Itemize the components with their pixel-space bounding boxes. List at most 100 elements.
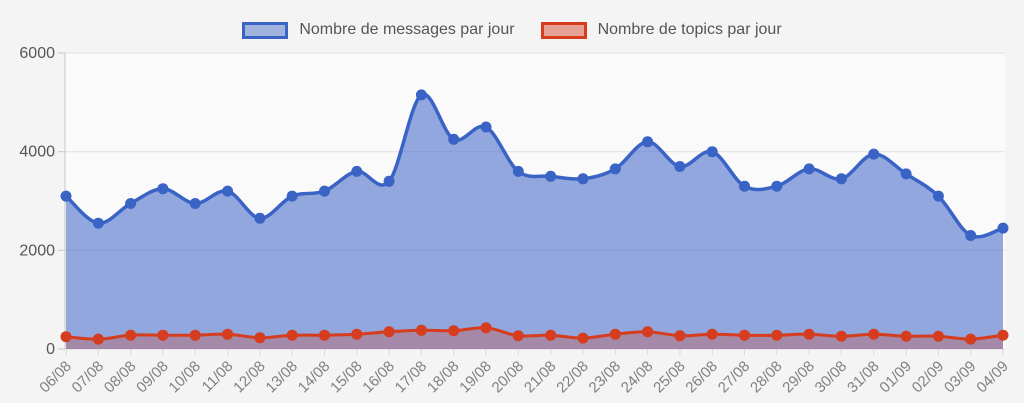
messages-legend-swatch xyxy=(242,21,289,39)
y-axis-label: 2000 xyxy=(19,242,55,259)
messages-point[interactable] xyxy=(932,190,944,202)
topics-point[interactable] xyxy=(125,329,137,341)
topics-point[interactable] xyxy=(932,330,944,342)
messages-point[interactable] xyxy=(415,89,427,101)
topics-point[interactable] xyxy=(254,332,266,344)
messages-point[interactable] xyxy=(125,198,137,209)
legend-item-messages[interactable]: Nombre de messages par jour xyxy=(242,21,515,39)
topics-point[interactable] xyxy=(739,329,750,341)
topics-point[interactable] xyxy=(351,328,363,340)
messages-point[interactable] xyxy=(383,175,395,187)
messages-point[interactable] xyxy=(997,222,1009,234)
messages-point[interactable] xyxy=(739,180,750,192)
x-axis-label: 20/08 xyxy=(489,358,528,397)
x-axis-label: 26/08 xyxy=(682,358,721,397)
messages-point[interactable] xyxy=(545,170,557,182)
topics-point[interactable] xyxy=(480,322,492,334)
topics-point[interactable] xyxy=(512,330,524,342)
messages-point[interactable] xyxy=(480,121,492,133)
x-axis-label: 31/08 xyxy=(844,358,883,397)
x-axis-label: 08/08 xyxy=(101,358,140,397)
x-axis-label: 11/08 xyxy=(199,358,237,396)
topics-point[interactable] xyxy=(92,333,104,345)
messages-point[interactable] xyxy=(642,136,654,148)
topics-point[interactable] xyxy=(609,328,621,340)
x-axis-label: 12/08 xyxy=(230,358,269,397)
topics-point[interactable] xyxy=(415,324,427,336)
messages-point[interactable] xyxy=(835,173,847,185)
messages-point[interactable] xyxy=(351,165,363,177)
messages-point[interactable] xyxy=(189,198,201,209)
x-axis-label: 22/08 xyxy=(553,358,592,397)
topics-point[interactable] xyxy=(900,330,912,342)
y-axis-label: 4000 xyxy=(19,144,55,161)
x-axis-label: 21/08 xyxy=(521,358,560,397)
topics-point[interactable] xyxy=(642,326,654,338)
messages-area xyxy=(66,94,1003,350)
x-axis-label: 14/08 xyxy=(295,358,334,397)
x-axis-label: 19/08 xyxy=(456,358,495,397)
x-axis-label: 27/08 xyxy=(715,358,754,397)
messages-point[interactable] xyxy=(965,230,977,241)
x-axis-label: 13/08 xyxy=(262,358,301,397)
x-axis-label: 10/08 xyxy=(165,358,204,397)
messages-point[interactable] xyxy=(512,165,524,177)
topics-point[interactable] xyxy=(189,329,201,341)
y-axis-label: 0 xyxy=(46,341,55,358)
topics-legend-swatch xyxy=(540,21,587,39)
messages-point[interactable] xyxy=(448,133,460,145)
messages-point[interactable] xyxy=(254,212,266,224)
messages-point[interactable] xyxy=(157,183,169,195)
x-axis-label: 18/08 xyxy=(424,358,463,397)
x-axis-label: 02/09 xyxy=(909,358,948,397)
x-axis-label: 28/08 xyxy=(747,358,786,397)
x-axis-label: 29/08 xyxy=(779,358,818,397)
topics-point[interactable] xyxy=(835,330,847,342)
messages-point[interactable] xyxy=(92,217,104,229)
x-axis-label: 16/08 xyxy=(359,358,398,397)
messages-point[interactable] xyxy=(319,185,330,197)
topics-point[interactable] xyxy=(222,328,234,340)
messages-point[interactable] xyxy=(900,168,912,180)
topics-point[interactable] xyxy=(545,329,557,341)
y-axis-label: 6000 xyxy=(19,45,55,62)
topics-point[interactable] xyxy=(771,329,783,341)
messages-point[interactable] xyxy=(771,180,783,192)
topics-area xyxy=(66,327,1003,349)
x-axis-label: 03/09 xyxy=(941,358,980,397)
topics-point[interactable] xyxy=(448,325,460,337)
topics-point[interactable] xyxy=(706,328,718,340)
chart-legend: Nombre de messages par jour Nombre de to… xyxy=(0,21,1024,39)
messages-point[interactable] xyxy=(706,146,718,158)
messages-point[interactable] xyxy=(803,163,815,175)
x-axis-label: 17/08 xyxy=(392,358,431,397)
x-axis-label: 24/08 xyxy=(618,358,657,397)
topics-point[interactable] xyxy=(383,326,395,338)
topics-point[interactable] xyxy=(319,329,330,341)
topics-point[interactable] xyxy=(60,331,72,343)
messages-point[interactable] xyxy=(609,163,621,175)
x-axis-label: 07/08 xyxy=(69,358,108,397)
topics-point[interactable] xyxy=(157,329,169,341)
topics-point[interactable] xyxy=(286,329,298,341)
x-axis-label: 01/09 xyxy=(876,358,915,397)
x-axis-label: 09/08 xyxy=(133,358,172,397)
messages-point[interactable] xyxy=(286,190,298,202)
messages-point[interactable] xyxy=(577,173,589,185)
messages-point[interactable] xyxy=(222,185,234,197)
topics-point[interactable] xyxy=(965,333,977,345)
messages-legend-label: Nombre de messages par jour xyxy=(299,21,515,38)
x-axis-label: 23/08 xyxy=(586,358,625,397)
topics-point[interactable] xyxy=(803,328,815,340)
x-axis-label: 25/08 xyxy=(650,358,689,397)
messages-point[interactable] xyxy=(60,190,72,202)
messages-point[interactable] xyxy=(868,148,880,160)
topics-point[interactable] xyxy=(997,329,1009,341)
x-axis-label: 30/08 xyxy=(812,358,851,397)
messages-point[interactable] xyxy=(674,161,686,172)
topics-point[interactable] xyxy=(577,332,589,344)
topics-point[interactable] xyxy=(868,328,880,340)
legend-item-topics[interactable]: Nombre de topics par jour xyxy=(540,21,782,39)
topics-point[interactable] xyxy=(674,330,686,342)
